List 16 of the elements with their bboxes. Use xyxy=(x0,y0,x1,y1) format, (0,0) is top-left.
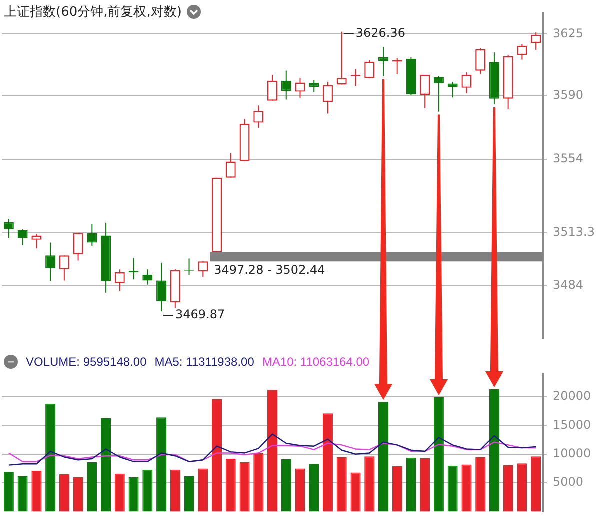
text: MA10: 11063164.00 xyxy=(262,355,370,369)
annotation: 3626.36 xyxy=(356,26,406,40)
y-tick-label: 3625 xyxy=(553,26,584,40)
y-tick-label: 3484 xyxy=(553,278,584,292)
y-tick-label: 3554 xyxy=(553,152,584,166)
y-tick-label: 10000 xyxy=(553,446,592,461)
text: MA5: 11311938.00 xyxy=(154,355,254,369)
y-tick-label: 3590 xyxy=(553,88,584,102)
band-label: 3497.28 - 3502.44 xyxy=(214,262,326,277)
y-tick-label: 20000 xyxy=(553,389,592,404)
annotation: 3469.87 xyxy=(176,308,226,322)
y-tick-label: 15000 xyxy=(553,418,592,432)
y-tick-label: 5000 xyxy=(553,475,584,490)
y-tick-label: 3513.3 xyxy=(553,224,595,239)
chart-title: 上证指数(60分钟,前复权,对数) xyxy=(4,4,182,21)
chart-title: VOLUME: 9595148.00 xyxy=(26,355,147,369)
